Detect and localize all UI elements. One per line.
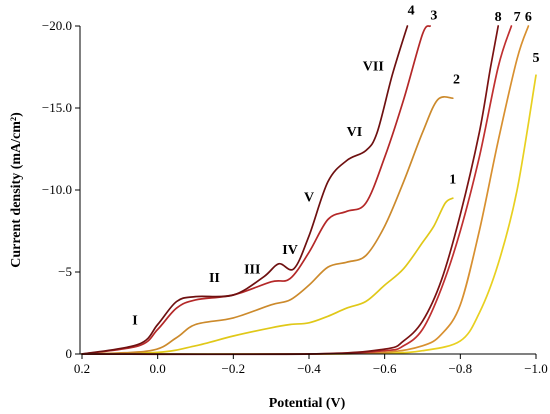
annotation-label: 4 [408,4,415,19]
annotation-label: 6 [525,10,532,25]
annotation-label: 3 [430,8,437,23]
annotation-label: 7 [514,10,521,25]
ticks: 0.2 0.0 −0.2 −0.4 −0.6 −0.8 −1.0 0 −5 −10.0 −15.0 −… [42,18,548,376]
y-tick-label: −15.0 [42,100,72,115]
y-tick-label: −20.0 [42,18,72,33]
annotation-label: V [304,190,314,205]
series-line-2 [81,95,454,355]
y-axis-title: Current density (mA/cm²) [9,112,24,268]
x-tick-label: −0.8 [449,361,473,376]
annotation-label: 2 [453,72,460,87]
x-tick-label: 0.0 [150,361,166,376]
annotation-label: II [209,271,220,286]
annotation-label: I [132,313,137,328]
x-tick-label: 0.2 [74,361,90,376]
series-line-8 [81,25,500,356]
annotation-label: III [244,263,260,278]
annotation-label: VII [363,59,384,74]
series-line-7 [81,25,513,356]
series-line-5 [81,74,537,355]
x-axis-title: Potential (V) [269,396,346,411]
series-line-4 [81,25,409,355]
x-tick-label: −0.4 [297,361,321,376]
annotation-label: 5 [533,51,540,66]
x-tick-label: −1.0 [524,361,548,376]
y-tick-label: −5 [58,264,72,279]
annotation-label: VI [347,125,363,140]
annotation-label: 1 [449,172,456,187]
y-tick-label: 0 [66,346,73,361]
annotation-label: IV [282,243,298,258]
series-line-3 [81,25,431,355]
annotation-label: 8 [495,10,502,25]
x-tick-label: −0.2 [222,361,246,376]
series-line-1 [81,197,454,355]
y-tick-label: −10.0 [42,182,72,197]
x-tick-label: −0.6 [373,361,397,376]
